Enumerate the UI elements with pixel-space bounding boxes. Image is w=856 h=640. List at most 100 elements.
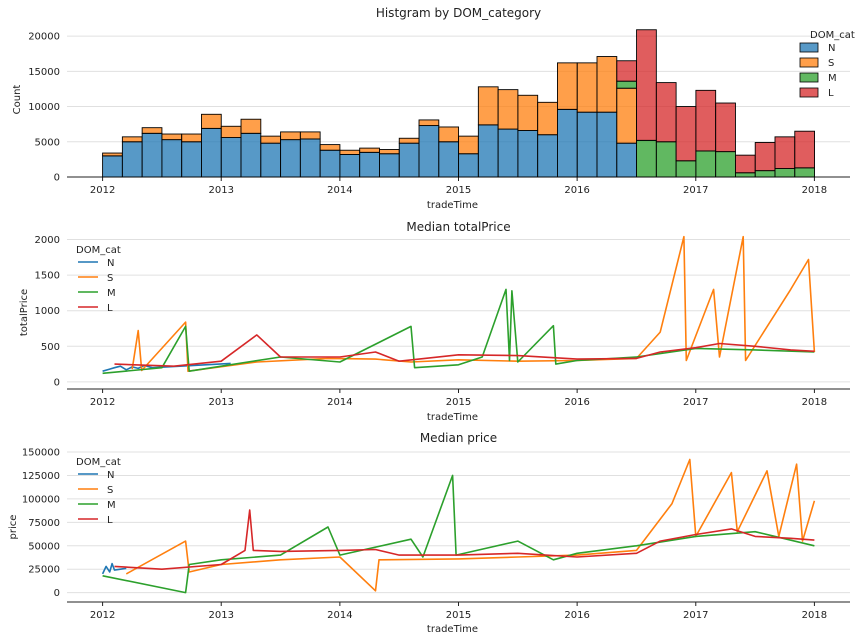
y-tick-label: 150000: [22, 448, 60, 459]
bar-S-bin-5: [201, 113, 222, 129]
bar-N-bin-23: [557, 108, 578, 178]
series-line-N: [101, 562, 127, 575]
y-tick-label: 500: [41, 342, 60, 353]
bar-S-bin-22: [537, 101, 558, 136]
bar-N-bin-8: [260, 142, 282, 178]
bar-N-bin-1: [121, 141, 143, 178]
bar-N-bin-16: [418, 125, 440, 178]
bar-S-bin-19: [477, 86, 499, 126]
y-tick-label: 15000: [28, 67, 60, 78]
bar-L-bin-34: [774, 136, 796, 169]
legend-label-M: M: [107, 500, 116, 511]
bar-S-bin-7: [240, 118, 262, 134]
y-tick-label: 0: [54, 377, 60, 388]
bar-S-bin-18: [458, 135, 479, 155]
chart-title: Median price: [420, 431, 497, 445]
x-axis-label: tradeTime: [427, 200, 478, 211]
bar-S-bin-3: [161, 133, 183, 141]
bar-N-bin-13: [359, 151, 380, 178]
bar-N-bin-0: [102, 155, 123, 178]
x-tick-label: 2013: [209, 397, 234, 408]
bar-S-bin-4: [181, 133, 202, 143]
y-axis-label: totalPrice: [19, 289, 30, 336]
series-line-M: [102, 288, 815, 375]
y-tick-label: 1500: [35, 271, 60, 282]
bar-S-bin-13: [359, 147, 380, 153]
series-line-L: [114, 334, 815, 367]
bar-L-bin-26: [616, 60, 638, 82]
x-tick-label: 2013: [209, 185, 234, 196]
bar-N-bin-22: [537, 134, 558, 178]
bar-L-bin-29: [675, 106, 697, 162]
legend-label-L: L: [107, 303, 113, 314]
bar-S-bin-6: [220, 125, 242, 138]
bar-S-bin-16: [418, 119, 440, 127]
bar-N-bin-15: [398, 142, 420, 178]
chart-panel-3: 0 25000 50000 75000 100000 125000 150000 2012 20…: [8, 431, 850, 635]
bar-N-bin-20: [497, 128, 519, 178]
bar-N-bin-21: [517, 130, 539, 178]
legend-swatch-L: [799, 87, 819, 98]
bar-M-bin-29: [675, 160, 697, 178]
x-tick-label: 2016: [564, 610, 589, 621]
bar-N-bin-5: [201, 127, 222, 178]
bar-M-bin-35: [794, 167, 816, 178]
bar-S-bin-24: [576, 62, 598, 113]
legend-label-S: S: [107, 485, 113, 496]
bar-N-bin-7: [240, 132, 262, 178]
y-axis-label: Count: [12, 85, 23, 115]
chart-panel-1: 0 5000 10000 15000 20000 2012 2013 2014 2015 2016…: [12, 6, 855, 211]
chart-title: Histgram by DOM_category: [376, 6, 541, 20]
x-tick-label: 2015: [446, 185, 471, 196]
legend-label-M: M: [107, 288, 116, 299]
x-tick-label: 2017: [683, 185, 708, 196]
y-tick-label: 0: [54, 173, 60, 184]
bar-N-bin-11: [319, 149, 341, 178]
y-tick-label: 100000: [22, 494, 60, 505]
legend-label-N: N: [107, 258, 114, 269]
legend-label-L: L: [828, 88, 834, 99]
bar-N-bin-3: [161, 139, 183, 178]
x-tick-label: 2016: [564, 185, 589, 196]
legend-swatch-N: [799, 42, 819, 53]
x-tick-label: 2012: [90, 397, 115, 408]
legend-label-N: N: [828, 43, 835, 54]
bar-N-bin-2: [141, 132, 163, 178]
y-tick-label: 2000: [35, 235, 60, 246]
y-tick-label: 0: [54, 588, 60, 599]
y-tick-label: 25000: [28, 565, 60, 576]
x-axis-label: tradeTime: [427, 412, 478, 423]
bar-S-bin-9: [280, 131, 301, 141]
bar-S-bin-17: [438, 126, 460, 143]
legend-swatch-S: [799, 57, 819, 68]
x-tick-label: 2015: [446, 397, 471, 408]
bar-S-bin-11: [319, 144, 341, 151]
bar-L-bin-33: [754, 142, 776, 172]
y-tick-label: 125000: [22, 471, 60, 482]
legend-label-M: M: [828, 73, 837, 84]
y-tick-label: 5000: [35, 137, 60, 148]
bar-S-bin-12: [339, 149, 361, 155]
bar-S-bin-1: [121, 136, 143, 143]
bar-L-bin-28: [655, 82, 677, 143]
y-tick-label: 20000: [28, 32, 60, 43]
bar-N-bin-6: [220, 137, 242, 178]
x-tick-label: 2013: [209, 610, 234, 621]
bar-S-bin-23: [557, 62, 578, 110]
series-line-S: [125, 458, 816, 592]
legend-title: DOM_cat: [810, 30, 855, 41]
series-line-L: [114, 509, 815, 570]
bar-N-bin-17: [438, 141, 460, 178]
series-line-M: [102, 474, 815, 594]
x-tick-label: 2017: [683, 610, 708, 621]
bar-M-bin-32: [734, 172, 756, 178]
bar-M-bin-28: [655, 141, 677, 178]
x-tick-label: 2018: [802, 185, 827, 196]
bar-M-bin-27: [636, 139, 657, 178]
bar-L-bin-30: [695, 89, 717, 152]
bar-S-bin-20: [497, 89, 519, 130]
bar-N-bin-18: [458, 153, 479, 178]
x-tick-label: 2017: [683, 397, 708, 408]
